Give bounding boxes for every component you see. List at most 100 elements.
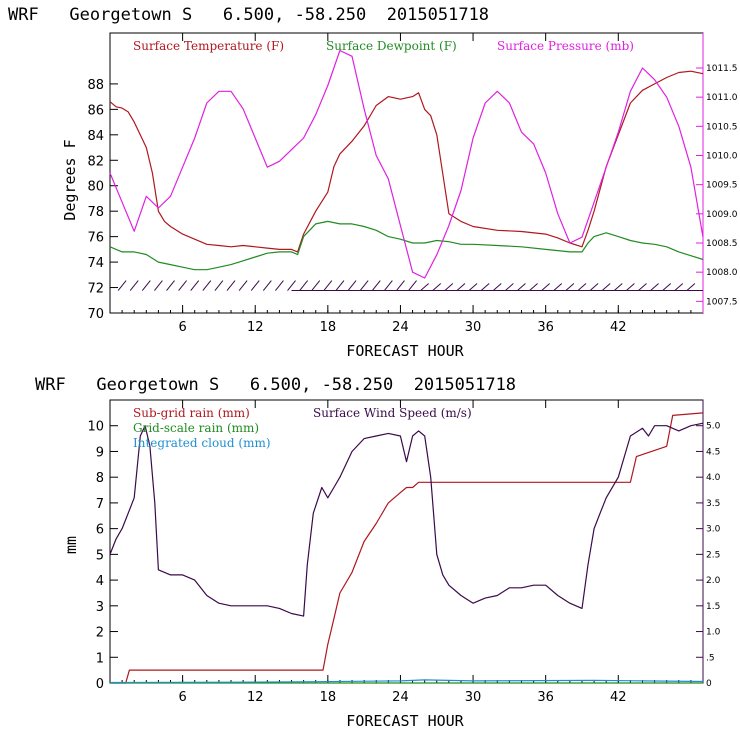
wind-barb bbox=[129, 280, 139, 291]
legend-surface-wind-speed: Surface Wind Speed (m/s) bbox=[313, 406, 472, 420]
wind-barb bbox=[577, 283, 587, 291]
wind-barb bbox=[492, 283, 502, 291]
top-y2-tick-label: 1008.0 bbox=[706, 268, 738, 278]
top-y-tick-label: 78 bbox=[87, 205, 104, 220]
top-x-tick-label: 42 bbox=[610, 320, 627, 335]
top-y-tick-label: 86 bbox=[87, 103, 104, 118]
bottom-x-tick-label: 6 bbox=[178, 690, 186, 705]
wind-barb bbox=[202, 280, 212, 291]
wind-barb bbox=[686, 283, 696, 291]
wind-barb bbox=[117, 280, 127, 291]
temperature-chart: WRF Georgetown S 6.500, -58.250 20150517… bbox=[8, 5, 738, 360]
bottom-y-tick-label: 3 bbox=[96, 600, 104, 615]
wind-barb bbox=[565, 283, 575, 291]
wind-barb bbox=[541, 283, 551, 291]
wind-barb bbox=[601, 283, 611, 291]
bottom-y-tick-label: 1 bbox=[96, 651, 104, 666]
series-line-surface-pressure bbox=[109, 49, 704, 279]
wind-barb bbox=[238, 280, 248, 291]
bottom-y-tick-label: 7 bbox=[96, 497, 104, 512]
bottom-x-tick-label: 36 bbox=[537, 690, 554, 705]
wind-barb bbox=[638, 283, 647, 291]
bottom-y2-tick-label: .5 bbox=[706, 653, 715, 663]
wind-barb bbox=[287, 280, 296, 291]
wind-barb bbox=[517, 283, 526, 291]
bottom-y-tick-label: 4 bbox=[96, 574, 104, 589]
wind-barb bbox=[275, 280, 284, 291]
legend-surface-dewpoint: Surface Dewpoint (F) bbox=[326, 39, 457, 53]
top-y2-tick-label: 1007.5 bbox=[706, 297, 738, 307]
series-line-sub-grid-rain bbox=[110, 412, 704, 684]
wind-barb bbox=[505, 283, 514, 291]
series-line-surface-wind-speed bbox=[109, 422, 704, 617]
bottom-y2-tick-label: 1.5 bbox=[706, 602, 720, 612]
bottom-y-tick-label: 2 bbox=[96, 626, 104, 641]
bottom-y2-tick-label: 5.0 bbox=[706, 422, 721, 432]
wind-barb bbox=[250, 280, 260, 291]
wind-barb bbox=[553, 283, 563, 291]
wind-barb bbox=[262, 280, 272, 291]
wind-barb bbox=[335, 280, 345, 291]
top-plot-frame bbox=[109, 32, 704, 314]
bottom-y2-tick-label: 0 bbox=[706, 679, 712, 689]
wind-barb bbox=[480, 283, 490, 291]
top-plot-area: 6 12 18 24 30 36 42 70 72 74 76 78 80 82 84 86 88 1007.5 1… bbox=[87, 32, 738, 335]
top-y-tick-label: 76 bbox=[87, 231, 104, 246]
wind-barb bbox=[178, 280, 188, 291]
bottom-x-tick-label: 12 bbox=[247, 690, 264, 705]
wind-barb bbox=[347, 280, 357, 291]
top-y2-tick-label: 1010.5 bbox=[706, 122, 738, 132]
legend-surface-pressure: Surface Pressure (mb) bbox=[497, 39, 634, 53]
top-x-tick-label: 36 bbox=[537, 320, 554, 335]
wind-barb bbox=[154, 280, 163, 291]
wind-barb bbox=[226, 280, 236, 291]
wind-barb bbox=[650, 283, 659, 291]
top-x-tick-label: 6 bbox=[178, 320, 186, 335]
top-y-tick-label: 72 bbox=[87, 282, 104, 297]
wind-barb bbox=[626, 283, 635, 291]
top-x-axis-label: FORECAST HOUR bbox=[346, 342, 464, 360]
top-y2-tick-label: 1011.0 bbox=[706, 93, 738, 103]
bottom-y2-tick-label: 3.0 bbox=[706, 525, 721, 535]
top-y2-tick-label: 1009.5 bbox=[706, 181, 738, 191]
bottom-y2-tick-label: 2.0 bbox=[706, 576, 721, 586]
top-y-tick-label: 84 bbox=[87, 129, 104, 144]
top-x-tick-label: 30 bbox=[465, 320, 482, 335]
wind-barb bbox=[311, 280, 321, 291]
bottom-y-tick-label: 0 bbox=[96, 677, 104, 692]
wind-barb bbox=[444, 283, 454, 291]
legend-surface-temperature: Surface Temperature (F) bbox=[133, 39, 284, 53]
top-x-tick-label: 24 bbox=[392, 320, 409, 335]
top-y-tick-label: 82 bbox=[87, 154, 104, 169]
top-y2-tick-label: 1010.0 bbox=[706, 152, 738, 162]
legend-grid-scale-rain: Grid-scale rain (mm) bbox=[133, 421, 259, 435]
legend-integrated-cloud: Integrated cloud (mm) bbox=[133, 436, 271, 450]
wind-barb bbox=[141, 280, 151, 291]
wind-barb bbox=[613, 283, 623, 291]
top-y2-tick-label: 1008.5 bbox=[706, 239, 738, 249]
wind-barb bbox=[396, 280, 405, 291]
bottom-x-tick-label: 24 bbox=[392, 690, 409, 705]
bottom-y2-tick-label: 4.5 bbox=[706, 447, 720, 457]
wind-barb bbox=[408, 280, 417, 291]
top-x-tick-label: 12 bbox=[247, 320, 264, 335]
top-y-tick-label: 80 bbox=[87, 180, 104, 195]
wind-barb bbox=[529, 283, 538, 291]
bottom-x-axis-label: FORECAST HOUR bbox=[346, 712, 464, 730]
wind-barb bbox=[432, 283, 442, 291]
bottom-y2-tick-label: 3.5 bbox=[706, 499, 720, 509]
bottom-y-tick-label: 6 bbox=[96, 523, 104, 538]
wind-barb bbox=[456, 283, 466, 291]
wind-barb bbox=[299, 280, 309, 291]
top-chart-title: WRF Georgetown S 6.500, -58.250 20150517… bbox=[8, 5, 489, 25]
rain-wind-chart: WRF Georgetown S 6.500, -58.250 20150517… bbox=[35, 375, 721, 730]
wind-barb bbox=[468, 283, 478, 291]
bottom-plot-area: 6 12 18 24 30 36 420123456789100.51.01.52.02.5… bbox=[87, 399, 721, 705]
wind-barb bbox=[383, 280, 393, 291]
bottom-x-tick-label: 18 bbox=[320, 690, 337, 705]
top-y-tick-label: 88 bbox=[87, 78, 104, 93]
wind-barb bbox=[323, 280, 333, 291]
wind-barb bbox=[214, 280, 224, 291]
top-y-tick-label: 74 bbox=[87, 256, 104, 271]
